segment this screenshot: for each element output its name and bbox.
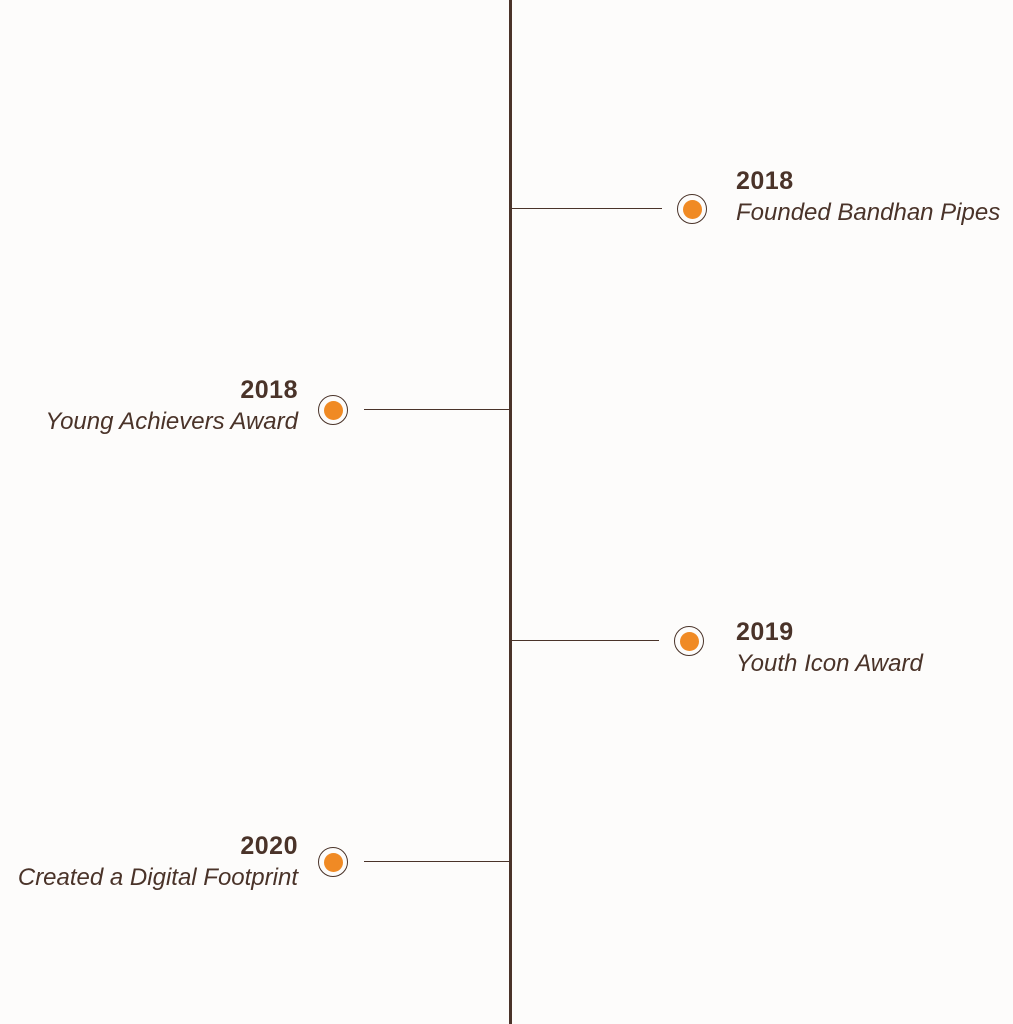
event-connector-line [511,640,659,641]
timeline-axis [509,0,512,1024]
event-year: 2020 [240,832,298,860]
event-connector-line [364,409,511,410]
event-marker-icon [318,395,348,425]
event-description: Youth Icon Award [736,650,923,677]
event-marker-icon [677,194,707,224]
event-text: 2018 Founded Bandhan Pipes [736,166,1000,230]
event-description: Created a Digital Footprint [17,864,298,891]
event-year: 2018 [736,167,794,195]
event-text: 2020 Created a Digital Footprint [18,831,298,895]
event-dot-icon [679,631,699,651]
event-dot-icon [323,400,343,420]
event-year: 2019 [736,618,794,646]
event-marker-icon [674,626,704,656]
event-connector-line [511,208,662,209]
event-text: 2018 Young Achievers Award [45,375,298,439]
event-dot-icon [323,852,343,872]
event-dot-icon [682,199,702,219]
event-connector-line [364,861,511,862]
event-marker-icon [318,847,348,877]
event-year: 2018 [240,376,298,404]
event-description: Founded Bandhan Pipes [736,199,1001,226]
event-text: 2019 Youth Icon Award [736,617,923,681]
event-description: Young Achievers Award [45,408,298,435]
